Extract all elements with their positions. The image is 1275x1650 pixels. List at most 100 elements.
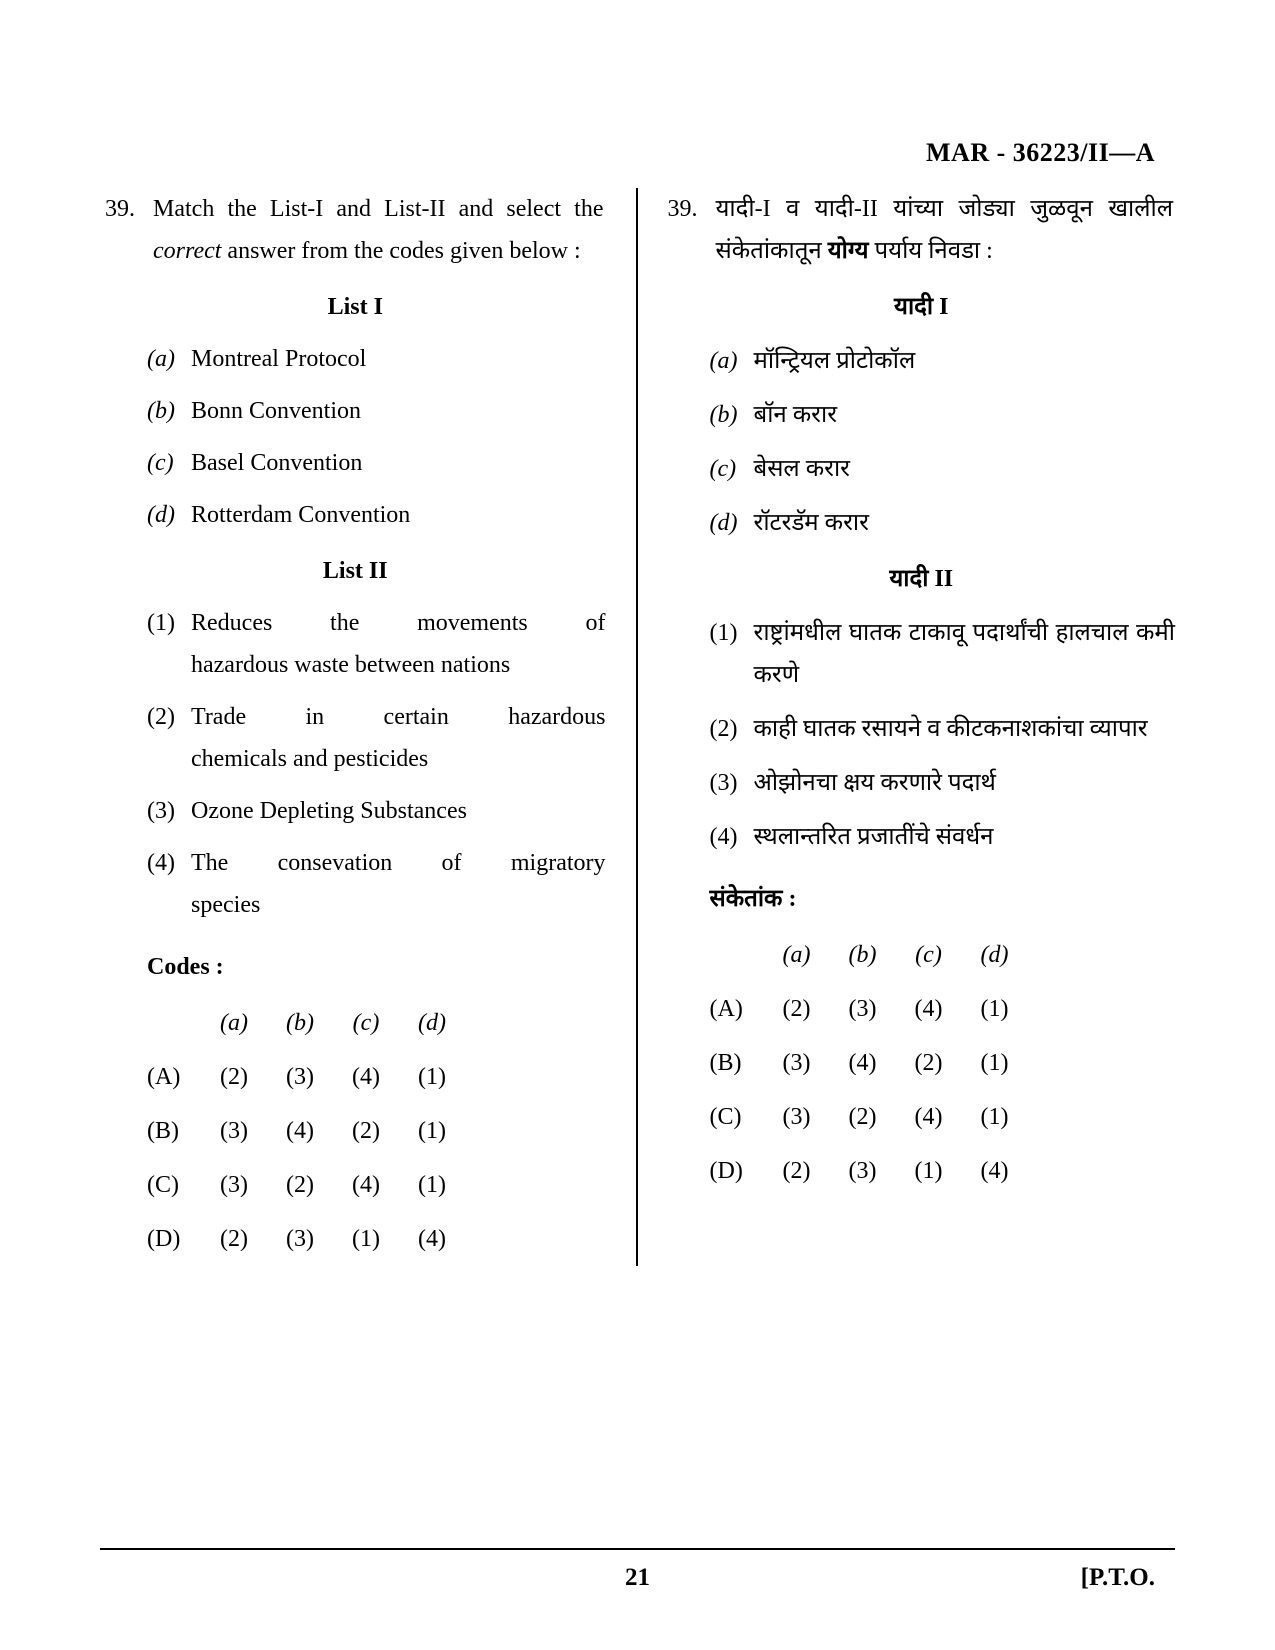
item-text: रॉटरडॅम करार xyxy=(754,502,1176,544)
list2-title: यादी II xyxy=(668,558,1176,600)
codes-col-head: (b) xyxy=(830,928,896,982)
list2: (1)Reduces the movements ofhazardous was… xyxy=(147,602,606,926)
question-text: यादी-I व यादी-II यांच्या जोड्या जुळवून ख… xyxy=(716,188,1174,272)
codes-row-label: (A) xyxy=(710,982,764,1036)
codes-cell: (1) xyxy=(962,982,1028,1036)
item-text: Ozone Depleting Substances xyxy=(191,790,606,832)
codes-col-head: (b) xyxy=(267,996,333,1050)
codes-cell: (2) xyxy=(764,982,830,1036)
qtext-bold: योग्य xyxy=(828,238,869,264)
codes-row: (D)(2)(3)(1)(4) xyxy=(710,1144,1028,1198)
item-label: (4) xyxy=(147,842,191,926)
qtext-italic: correct xyxy=(153,238,221,264)
item-label: (3) xyxy=(147,790,191,832)
list-item: (c)Basel Convention xyxy=(147,442,606,484)
codes-row-label: (D) xyxy=(710,1144,764,1198)
item-text: बेसल करार xyxy=(754,448,1176,490)
list2: (1)राष्ट्रांमधील घातक टाकावू पदार्थांची … xyxy=(710,612,1176,858)
codes-table: (a) (b) (c) (d) (A)(2)(3)(4)(1) (B)(3)(4… xyxy=(147,996,465,1266)
item-text: The consevation of migratoryspecies xyxy=(191,842,606,926)
codes-cell: (4) xyxy=(896,982,962,1036)
codes-col-head: (d) xyxy=(962,928,1028,982)
codes-cell: (2) xyxy=(896,1036,962,1090)
codes-cell: (1) xyxy=(896,1144,962,1198)
item-label: (2) xyxy=(710,708,754,750)
codes-cell: (4) xyxy=(962,1144,1028,1198)
list-item: (4)स्थलान्तरित प्रजातींचे संवर्धन xyxy=(710,816,1176,858)
codes-cell: (2) xyxy=(333,1104,399,1158)
item-label: (a) xyxy=(710,340,754,382)
codes-cell: (4) xyxy=(830,1036,896,1090)
item-text: ओझोनचा क्षय करणारे पदार्थ xyxy=(754,762,1176,804)
codes-col-head: (a) xyxy=(764,928,830,982)
footer: 21 [P.T.O. xyxy=(100,1564,1175,1592)
codes-cell: (4) xyxy=(399,1212,465,1266)
list-item: (d)रॉटरडॅम करार xyxy=(710,502,1176,544)
list-item: (b)बॉन करार xyxy=(710,394,1176,436)
item-text: काही घातक रसायने व कीटकनाशकांचा व्यापार xyxy=(754,708,1176,750)
item-label: (b) xyxy=(147,390,191,432)
codes-cell: (1) xyxy=(399,1158,465,1212)
codes-row: (D)(2)(3)(1)(4) xyxy=(147,1212,465,1266)
codes-cell: (3) xyxy=(201,1104,267,1158)
codes-cell: (3) xyxy=(764,1036,830,1090)
list1-title: List I xyxy=(105,286,606,328)
item-text: Rotterdam Convention xyxy=(191,494,606,536)
codes-cell: (1) xyxy=(962,1036,1028,1090)
codes-row-label: (C) xyxy=(147,1158,201,1212)
list-item: (1)Reduces the movements ofhazardous was… xyxy=(147,602,606,686)
item-text: Bonn Convention xyxy=(191,390,606,432)
codes-cell: (4) xyxy=(333,1158,399,1212)
question-block: 39. Match the List-I and List-II and sel… xyxy=(105,188,606,272)
item-text: Trade in certain hazardouschemicals and … xyxy=(191,696,606,780)
list-item: (2)काही घातक रसायने व कीटकनाशकांचा व्याप… xyxy=(710,708,1176,750)
list-item: (2)Trade in certain hazardouschemicals a… xyxy=(147,696,606,780)
codes-col-head: (c) xyxy=(333,996,399,1050)
list-item: (c)बेसल करार xyxy=(710,448,1176,490)
codes-col-head: (a) xyxy=(201,996,267,1050)
codes-cell: (2) xyxy=(830,1090,896,1144)
codes-cell: (1) xyxy=(333,1212,399,1266)
pto-label: [P.T.O. xyxy=(1081,1564,1155,1592)
blank-cell xyxy=(710,928,764,982)
question-number: 39. xyxy=(105,188,147,230)
list1: (a)Montreal Protocol (b)Bonn Convention … xyxy=(147,338,606,536)
codes-row-label: (C) xyxy=(710,1090,764,1144)
item-label: (c) xyxy=(147,442,191,484)
list-item: (a)Montreal Protocol xyxy=(147,338,606,380)
codes-cell: (1) xyxy=(399,1104,465,1158)
item-label: (1) xyxy=(147,602,191,686)
codes-col-head: (d) xyxy=(399,996,465,1050)
list-item: (a)मॉन्ट्रियल प्रोटोकॉल xyxy=(710,340,1176,382)
item-text: बॉन करार xyxy=(754,394,1176,436)
item-text: मॉन्ट्रियल प्रोटोकॉल xyxy=(754,340,1176,382)
item-label: (1) xyxy=(710,612,754,696)
question-text: Match the List-I and List-II and select … xyxy=(153,188,604,272)
content-columns: 39. Match the List-I and List-II and sel… xyxy=(100,188,1175,1266)
codes-cell: (3) xyxy=(764,1090,830,1144)
codes-cell: (3) xyxy=(267,1050,333,1104)
item-text: Reduces the movements ofhazardous waste … xyxy=(191,602,606,686)
codes-row-label: (B) xyxy=(147,1104,201,1158)
codes-row-label: (B) xyxy=(710,1036,764,1090)
codes-cell: (1) xyxy=(399,1050,465,1104)
codes-heading: Codes : xyxy=(147,946,606,988)
item-text: Basel Convention xyxy=(191,442,606,484)
footer-rule xyxy=(100,1548,1175,1550)
codes-header-row: (a) (b) (c) (d) xyxy=(710,928,1028,982)
codes-cell: (3) xyxy=(267,1212,333,1266)
codes-row: (B)(3)(4)(2)(1) xyxy=(147,1104,465,1158)
codes-cell: (4) xyxy=(267,1104,333,1158)
codes-row: (A)(2)(3)(4)(1) xyxy=(710,982,1028,1036)
codes-heading: संकेतांक : xyxy=(710,878,1176,920)
qtext-part: answer from the codes given below : xyxy=(221,238,580,264)
qtext-part: पर्याय निवडा : xyxy=(869,238,993,264)
item-label: (d) xyxy=(147,494,191,536)
codes-cell: (1) xyxy=(962,1090,1028,1144)
codes-row: (C)(3)(2)(4)(1) xyxy=(710,1090,1028,1144)
item-label: (d) xyxy=(710,502,754,544)
codes-row-label: (A) xyxy=(147,1050,201,1104)
item-label: (c) xyxy=(710,448,754,490)
item-label: (3) xyxy=(710,762,754,804)
codes-table: (a) (b) (c) (d) (A)(2)(3)(4)(1) (B)(3)(4… xyxy=(710,928,1028,1198)
